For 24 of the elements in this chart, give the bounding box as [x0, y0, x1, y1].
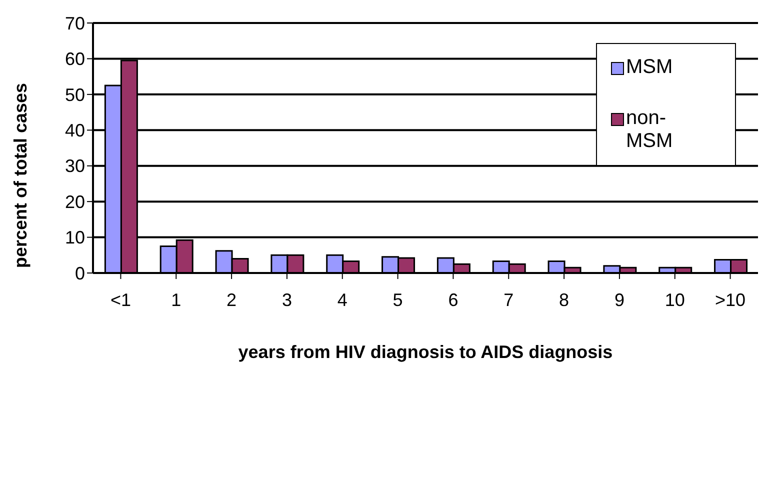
x-tick-label: 4 — [337, 290, 348, 310]
x-tick-label: <1 — [110, 290, 131, 310]
x-tick-label: 6 — [448, 290, 458, 310]
y-tick-label: 0 — [74, 263, 85, 284]
x-tick-label: 5 — [392, 290, 403, 310]
x-tick-label: 2 — [226, 290, 237, 310]
x-axis-title: years from HIV diagnosis to AIDS diagnosis — [238, 342, 613, 362]
y-tick-label: 70 — [64, 13, 85, 34]
legend-label: MSM — [626, 56, 674, 79]
y-tick-label: 20 — [64, 192, 85, 212]
x-tick-label: >10 — [715, 290, 746, 310]
x-tick-label: 8 — [559, 290, 570, 310]
y-tick-label: 30 — [64, 156, 85, 176]
legend-label: non-MSM — [626, 107, 674, 153]
x-tick-label: 1 — [171, 290, 182, 310]
x-tick-label: 7 — [504, 290, 514, 310]
y-tick-label: 60 — [64, 49, 85, 70]
y-tick-label: 10 — [64, 228, 85, 248]
x-tick-label: 3 — [282, 290, 292, 310]
y-tick-label: 40 — [64, 120, 85, 141]
y-axis-title: percent of total cases — [10, 82, 30, 268]
x-tick-label: 10 — [664, 290, 685, 310]
y-tick-label: 50 — [64, 84, 85, 105]
x-tick-label: 9 — [614, 290, 624, 310]
